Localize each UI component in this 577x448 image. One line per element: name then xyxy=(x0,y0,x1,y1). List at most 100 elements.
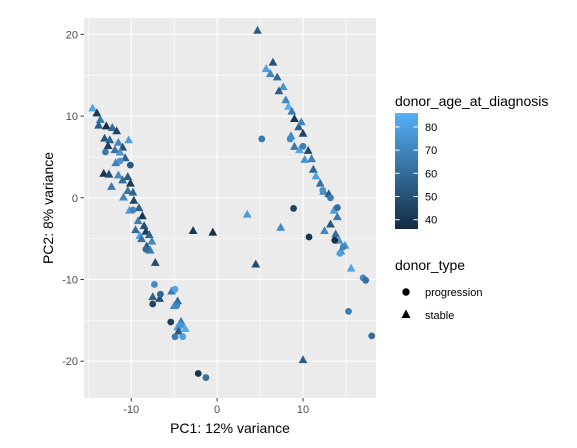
point-progression xyxy=(171,333,179,341)
point-progression xyxy=(345,307,352,315)
point-progression xyxy=(126,161,134,169)
point-stable xyxy=(124,135,134,144)
point-stable xyxy=(138,211,147,220)
point-stable xyxy=(123,186,133,194)
point-stable xyxy=(173,322,183,331)
point-stable xyxy=(119,192,128,201)
point-stable xyxy=(133,216,143,225)
y-tick-label: 0 xyxy=(72,193,78,205)
point-stable xyxy=(261,64,271,73)
point-progression xyxy=(129,206,137,214)
point-stable xyxy=(242,209,252,218)
point-stable xyxy=(298,128,308,137)
point-stable xyxy=(167,286,176,295)
color-legend-ticks: 40 50 60 70 80 xyxy=(395,122,437,227)
point-stable xyxy=(298,355,308,364)
point-stable xyxy=(134,203,144,212)
color-tick-label: 80 xyxy=(425,122,437,134)
point-stable xyxy=(180,324,190,333)
point-stable xyxy=(148,292,158,301)
point-progression xyxy=(319,187,327,194)
point-stable xyxy=(188,226,198,234)
point-stable xyxy=(113,137,123,146)
color-legend-bar xyxy=(395,113,418,229)
x-tick-label: -10 xyxy=(123,404,139,416)
point-stable xyxy=(174,326,183,335)
point-stable xyxy=(94,120,103,129)
point-progression xyxy=(194,370,202,377)
point-stable xyxy=(125,178,135,187)
y-axis-ticks: -20 -10 0 10 20 xyxy=(62,29,84,368)
point-progression xyxy=(362,276,370,284)
point-stable xyxy=(115,147,125,156)
point-progression xyxy=(339,243,347,251)
point-progression xyxy=(149,300,157,308)
x-axis-title: PC1: 12% variance xyxy=(170,420,290,436)
point-stable xyxy=(110,145,120,154)
point-progression xyxy=(177,321,185,329)
point-progression xyxy=(327,194,334,202)
point-progression xyxy=(299,142,307,150)
point-stable xyxy=(137,234,146,243)
x-tick-label: 10 xyxy=(297,404,309,416)
point-progression xyxy=(179,333,187,341)
point-progression xyxy=(102,148,109,156)
color-tick-label: 60 xyxy=(425,168,437,180)
point-progression xyxy=(167,318,175,326)
point-stable xyxy=(284,101,293,110)
point-progression xyxy=(116,157,124,165)
color-tick-label: 50 xyxy=(425,192,437,204)
point-stable xyxy=(129,195,139,204)
data-points xyxy=(88,25,376,381)
legend-progression-circle-icon xyxy=(402,288,410,296)
point-stable xyxy=(104,169,114,178)
point-progression xyxy=(142,245,150,253)
point-stable xyxy=(326,219,335,228)
point-stable xyxy=(303,145,313,154)
point-stable xyxy=(278,82,288,91)
point-stable xyxy=(329,205,339,214)
y-tick-label: 20 xyxy=(66,29,78,41)
color-legend-title: donor_age_at_diagnosis xyxy=(395,93,548,109)
point-progression xyxy=(151,281,158,288)
point-stable xyxy=(331,229,341,238)
x-axis-ticks: -10 0 10 xyxy=(123,398,309,416)
y-tick-label: -10 xyxy=(62,275,78,287)
point-stable xyxy=(103,141,113,150)
legend-stable-triangle-icon xyxy=(401,309,411,318)
point-stable xyxy=(147,236,157,245)
point-progression xyxy=(333,204,341,211)
point-stable xyxy=(150,257,160,266)
shape-legend-title: donor_type xyxy=(395,257,465,273)
point-stable xyxy=(95,114,105,123)
point-stable xyxy=(123,172,133,181)
point-stable xyxy=(276,222,286,231)
point-progression xyxy=(157,290,164,298)
legend-label-progression: progression xyxy=(425,287,482,299)
point-stable xyxy=(173,296,183,305)
point-stable xyxy=(105,135,115,144)
point-stable xyxy=(100,133,110,142)
point-stable xyxy=(268,57,278,66)
point-stable xyxy=(144,230,154,239)
point-stable xyxy=(300,154,310,163)
color-tick-label: 70 xyxy=(425,145,437,157)
point-stable xyxy=(332,212,342,221)
point-stable xyxy=(107,123,117,132)
y-tick-label: -20 xyxy=(62,356,78,368)
point-stable xyxy=(265,69,275,78)
point-progression xyxy=(368,332,376,340)
point-stable xyxy=(101,121,111,130)
point-stable xyxy=(296,117,306,126)
shape-legend: donor_type progression stable xyxy=(395,257,482,322)
color-legend: donor_age_at_diagnosis 40 50 60 70 80 xyxy=(395,93,548,229)
point-progression xyxy=(336,249,344,257)
point-stable xyxy=(99,168,109,177)
color-tick-label: 40 xyxy=(425,215,437,227)
point-stable xyxy=(92,108,102,117)
point-stable xyxy=(139,221,149,230)
point-progression xyxy=(202,374,210,381)
point-progression xyxy=(286,135,294,143)
point-stable xyxy=(274,86,284,95)
